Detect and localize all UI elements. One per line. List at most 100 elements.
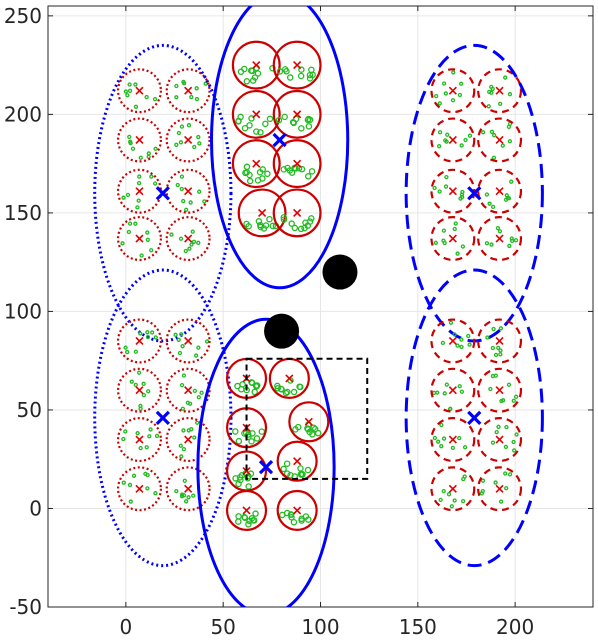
member-point [246, 177, 254, 185]
member-point [439, 422, 444, 428]
member-point [123, 429, 128, 434]
member-point [438, 497, 443, 503]
member-point [235, 118, 242, 125]
member-point [235, 437, 243, 445]
member-point [179, 186, 184, 192]
member-point [306, 71, 314, 79]
member-point [239, 381, 246, 388]
member-point [489, 129, 495, 134]
member-point [446, 492, 452, 497]
subcluster-center-marker [495, 336, 504, 346]
member-point [179, 124, 185, 129]
subcluster-center-marker [184, 234, 193, 243]
subcluster-center-marker [135, 435, 144, 444]
member-point [491, 155, 497, 160]
member-point [498, 352, 503, 357]
member-point [467, 342, 472, 347]
subcluster-circle [430, 216, 476, 262]
member-point [196, 395, 201, 400]
member-point [437, 130, 443, 135]
cluster-ellipse [210, 6, 350, 290]
member-point [120, 241, 125, 246]
subcluster-circle [231, 40, 281, 90]
subcluster-circle [430, 318, 476, 364]
member-point [480, 478, 486, 483]
member-point [282, 389, 290, 397]
member-point [280, 166, 288, 173]
member-point [458, 81, 464, 86]
member-point [180, 344, 185, 349]
subcluster-center-marker [293, 159, 302, 168]
member-point [459, 389, 465, 394]
subcluster-circle [165, 68, 211, 114]
cluster-center-marker [155, 186, 170, 201]
member-point [146, 389, 151, 394]
subcluster-circle [477, 117, 523, 163]
member-point [253, 435, 261, 442]
member-point [304, 466, 312, 474]
subcluster-center-marker [252, 110, 261, 119]
member-point [444, 174, 449, 180]
subcluster-circle [477, 416, 523, 463]
member-point [275, 116, 283, 124]
member-point [192, 144, 197, 150]
member-point [503, 444, 509, 450]
member-point [130, 146, 136, 151]
member-point [257, 221, 264, 229]
member-point [129, 379, 134, 384]
member-point [443, 184, 449, 189]
subcluster-center-marker [184, 435, 193, 444]
member-point [248, 379, 255, 386]
member-point [442, 240, 447, 246]
member-point [461, 476, 466, 482]
member-point [442, 391, 447, 396]
member-point [145, 330, 150, 335]
member-point [466, 333, 471, 339]
member-point [121, 436, 126, 442]
subcluster-circle [116, 466, 162, 512]
member-point [179, 454, 184, 459]
subcluster-center-marker [293, 208, 302, 217]
member-point [187, 246, 192, 251]
member-point [511, 398, 516, 403]
member-point [492, 133, 497, 138]
member-point [308, 168, 316, 175]
member-point [154, 433, 160, 439]
subcluster-circle [272, 89, 322, 139]
member-point [432, 435, 438, 441]
member-point [487, 201, 492, 206]
member-point [288, 169, 296, 176]
member-point [127, 221, 133, 226]
member-point [493, 480, 498, 485]
y-tick-label: 0 [29, 496, 42, 520]
member-point [251, 388, 258, 396]
subcluster-center-marker [135, 135, 144, 145]
member-point [254, 177, 262, 184]
member-point [297, 72, 305, 80]
member-point [480, 130, 486, 135]
subcluster-center-marker [495, 187, 504, 196]
member-point [500, 398, 506, 403]
member-point [484, 192, 490, 197]
subcluster-center-marker [184, 484, 193, 493]
member-point [299, 471, 306, 478]
member-point [249, 430, 256, 437]
member-point [259, 166, 267, 173]
member-point [137, 174, 142, 179]
member-point [286, 74, 294, 81]
member-point [241, 124, 249, 132]
member-point [437, 144, 442, 149]
subcluster-center-marker [448, 336, 457, 346]
subcluster-center-marker [495, 234, 504, 243]
member-point [493, 352, 499, 358]
member-point [135, 205, 140, 210]
obstacle [264, 313, 300, 349]
subcluster-circle [288, 401, 330, 443]
member-point [139, 253, 144, 258]
member-point [443, 91, 448, 96]
subcluster-center-marker [448, 484, 457, 493]
member-point [186, 495, 191, 500]
cluster-ellipse [196, 317, 336, 607]
subcluster-circle [116, 416, 162, 463]
